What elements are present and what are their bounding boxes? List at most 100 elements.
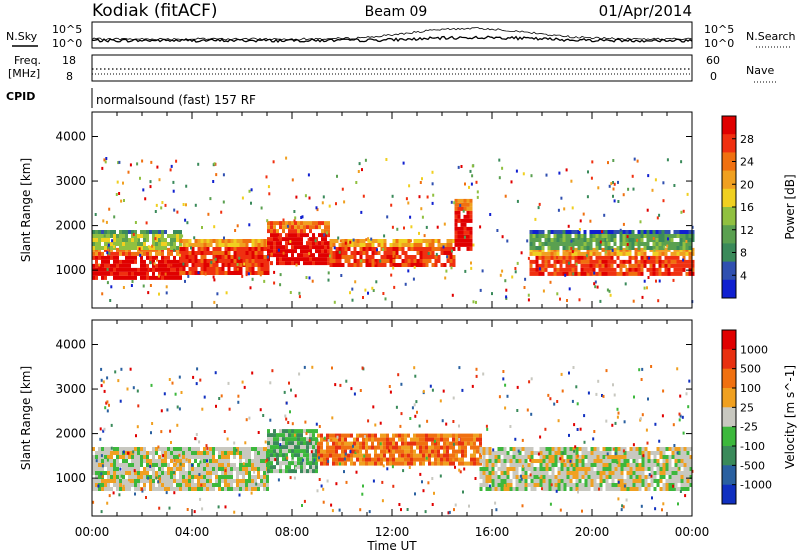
heatmap-cell bbox=[122, 467, 125, 471]
heatmap-cell bbox=[649, 255, 653, 260]
heatmap-cell bbox=[167, 271, 170, 276]
heatmap-cell bbox=[469, 214, 473, 219]
heatmap-cell bbox=[625, 251, 629, 256]
heatmap-cell bbox=[469, 198, 473, 203]
heatmap-cell bbox=[303, 437, 306, 442]
heatmap-cell bbox=[664, 255, 668, 260]
heatmap-cell bbox=[294, 449, 297, 454]
heatmap-cell bbox=[329, 453, 332, 458]
heatmap-cell bbox=[566, 447, 570, 451]
heatmap-cell bbox=[607, 251, 611, 256]
heatmap-cell bbox=[128, 271, 131, 276]
heatmap-cell bbox=[113, 263, 116, 268]
scatter-echo bbox=[291, 456, 294, 460]
heatmap-cell bbox=[676, 259, 680, 264]
heatmap-cell bbox=[273, 433, 276, 438]
scatter-echo bbox=[160, 430, 163, 434]
heatmap-cell bbox=[686, 455, 690, 459]
heatmap-cell bbox=[518, 455, 522, 459]
scatter-echo bbox=[605, 456, 608, 460]
scatter-echo bbox=[418, 424, 421, 428]
heatmap-cell bbox=[584, 483, 588, 487]
scatter-echo bbox=[442, 245, 445, 249]
heatmap-cell bbox=[560, 463, 564, 467]
heatmap-cell bbox=[497, 483, 501, 487]
heatmap-cell bbox=[568, 238, 572, 242]
heatmap-cell bbox=[671, 479, 675, 483]
scatter-echo bbox=[445, 269, 448, 273]
heatmap-cell bbox=[593, 487, 597, 491]
heatmap-cell bbox=[128, 230, 131, 234]
heatmap-cell bbox=[500, 447, 504, 451]
heatmap-cell bbox=[365, 457, 368, 462]
heatmap-cell bbox=[167, 255, 170, 260]
heatmap-cell bbox=[547, 263, 551, 268]
heatmap-cell bbox=[434, 449, 437, 454]
scatter-echo bbox=[249, 269, 252, 273]
heatmap-cell bbox=[242, 475, 245, 479]
heatmap-cell bbox=[236, 483, 239, 487]
heatmap-cell bbox=[276, 233, 279, 238]
heatmap-cell bbox=[532, 271, 536, 276]
heatmap-cell bbox=[503, 463, 507, 467]
heatmap-cell bbox=[419, 457, 422, 462]
heatmap-cell bbox=[641, 483, 645, 487]
heatmap-cell bbox=[273, 233, 276, 238]
heatmap-cell bbox=[479, 459, 483, 463]
heatmap-cell bbox=[374, 437, 377, 442]
heatmap-cell bbox=[227, 471, 230, 475]
heatmap-cell bbox=[538, 238, 542, 242]
scatter-echo bbox=[454, 465, 456, 469]
heatmap-cell bbox=[266, 271, 270, 275]
heatmap-cell bbox=[347, 457, 350, 462]
heatmap-cell bbox=[300, 449, 303, 454]
heatmap-cell bbox=[161, 230, 164, 234]
heatmap-cell bbox=[371, 243, 375, 247]
heatmap-cell bbox=[324, 233, 327, 238]
heatmap-cell bbox=[347, 441, 350, 446]
heatmap-cell bbox=[185, 471, 188, 475]
heatmap-cell bbox=[488, 479, 492, 483]
heatmap-cell bbox=[407, 263, 411, 267]
scatter-echo bbox=[149, 464, 152, 468]
heatmap-cell bbox=[563, 451, 567, 455]
scatter-echo bbox=[593, 282, 596, 286]
heatmap-cell bbox=[140, 275, 143, 280]
heatmap-cell bbox=[634, 271, 638, 276]
heatmap-cell bbox=[538, 230, 542, 234]
heatmap-cell bbox=[601, 255, 605, 260]
heatmap-cell bbox=[282, 253, 285, 258]
heatmap-cell bbox=[488, 467, 492, 471]
scatter-echo bbox=[646, 208, 649, 212]
heatmap-cell bbox=[98, 471, 101, 475]
heatmap-cell bbox=[194, 263, 198, 267]
heatmap-cell bbox=[125, 471, 128, 475]
heatmap-cell bbox=[610, 267, 614, 272]
heatmap-cell bbox=[104, 238, 107, 242]
heatmap-cell bbox=[407, 259, 411, 263]
scatter-echo bbox=[505, 295, 508, 299]
heatmap-cell bbox=[419, 243, 423, 247]
heatmap-cell bbox=[592, 238, 596, 242]
heatmap-cell bbox=[386, 457, 389, 462]
heatmap-cell bbox=[509, 463, 513, 467]
heatmap-cell bbox=[616, 246, 620, 250]
heatmap-cell bbox=[560, 451, 564, 455]
heatmap-cell bbox=[626, 451, 630, 455]
heatmap-cell bbox=[548, 475, 552, 479]
heatmap-cell bbox=[338, 441, 341, 446]
heatmap-cell bbox=[233, 463, 236, 467]
heatmap-cell bbox=[560, 471, 564, 475]
scatter-echo bbox=[651, 188, 654, 192]
heatmap-cell bbox=[529, 238, 533, 242]
heatmap-cell bbox=[623, 455, 627, 459]
scatter-echo bbox=[398, 503, 401, 506]
heatmap-cell bbox=[529, 246, 533, 250]
heatmap-cell bbox=[559, 242, 563, 246]
heatmap-cell bbox=[398, 461, 401, 466]
heatmap-cell bbox=[575, 479, 579, 483]
heatmap-cell bbox=[267, 457, 270, 462]
heatmap-cell bbox=[122, 475, 125, 479]
scatter-echo bbox=[646, 441, 649, 445]
heatmap-cell bbox=[344, 461, 347, 466]
